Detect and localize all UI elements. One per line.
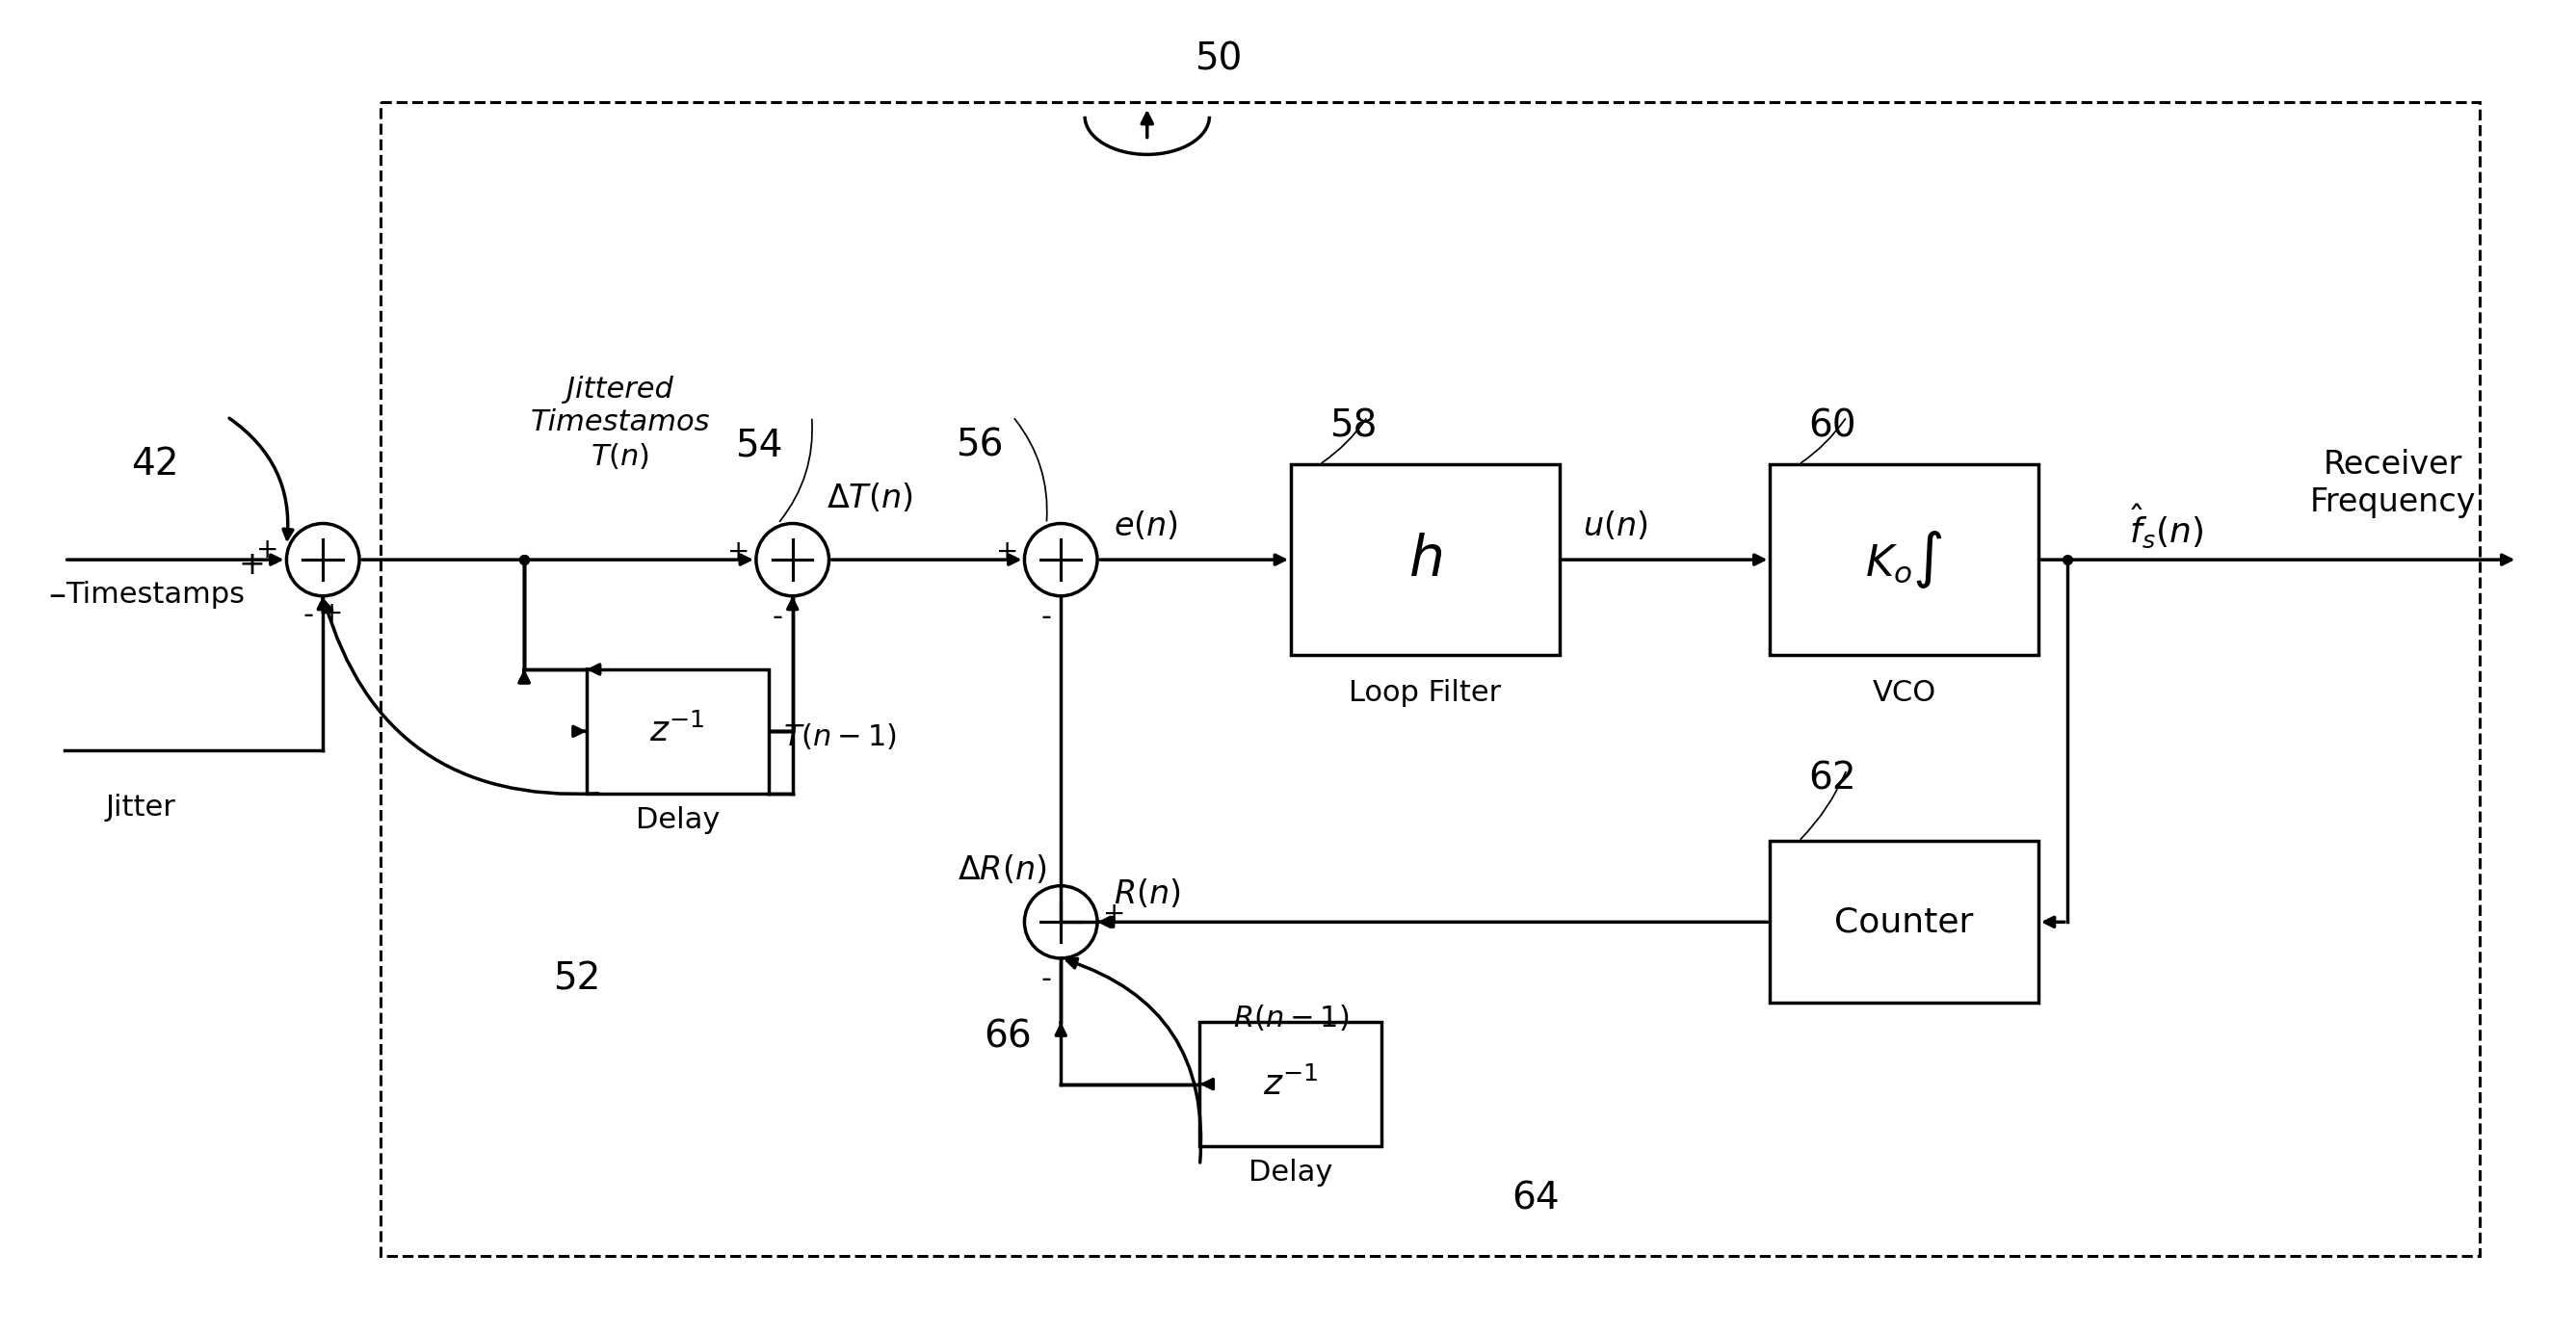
Text: -: - (1041, 603, 1051, 631)
Text: 66: 66 (984, 1018, 1033, 1054)
Text: $u(n)$: $u(n)$ (1584, 511, 1649, 543)
Text: +: + (255, 537, 278, 564)
Text: Timestamps: Timestamps (67, 581, 245, 609)
Text: Loop Filter: Loop Filter (1350, 680, 1502, 708)
FancyArrowPatch shape (1801, 772, 1844, 838)
Text: +: + (997, 539, 1018, 565)
FancyArrowPatch shape (1321, 419, 1365, 463)
Text: $\hat{f}_s(n)$: $\hat{f}_s(n)$ (2130, 503, 2202, 551)
FancyArrowPatch shape (1801, 419, 1844, 463)
FancyArrowPatch shape (1141, 113, 1151, 137)
Bar (1200, 1022, 1381, 1146)
Text: $R(n-1)$: $R(n-1)$ (1234, 1002, 1350, 1033)
Text: -: - (1041, 965, 1051, 993)
Bar (1770, 841, 2038, 1002)
FancyArrowPatch shape (229, 419, 294, 539)
Text: $T(n-1)$: $T(n-1)$ (783, 721, 896, 750)
Text: +: + (726, 539, 750, 565)
Text: Jittered
Timestamos
$T(n)$: Jittered Timestamos $T(n)$ (531, 376, 711, 471)
Bar (381, 103, 2478, 1256)
Text: $z^{-1}$: $z^{-1}$ (1262, 1066, 1319, 1101)
Text: Receiver
Frequency: Receiver Frequency (2311, 449, 2476, 517)
Text: -: - (304, 601, 314, 629)
Text: 62: 62 (1808, 761, 1857, 797)
Text: Delay: Delay (1249, 1158, 1332, 1186)
FancyArrowPatch shape (322, 603, 598, 794)
Bar (1291, 464, 1558, 655)
Text: 42: 42 (131, 447, 178, 483)
Text: 54: 54 (734, 427, 783, 464)
Text: +: + (1103, 901, 1126, 928)
Text: VCO: VCO (1873, 680, 1937, 708)
Text: $R(n)$: $R(n)$ (1113, 877, 1180, 910)
Text: Counter: Counter (1834, 905, 1973, 938)
FancyArrowPatch shape (781, 420, 811, 521)
Text: –: – (49, 580, 67, 612)
FancyArrowPatch shape (1015, 419, 1046, 521)
Bar (1770, 464, 2038, 655)
Text: +: + (322, 600, 343, 627)
Text: 52: 52 (554, 961, 600, 997)
Text: $h$: $h$ (1409, 532, 1443, 587)
Text: 64: 64 (1512, 1180, 1558, 1217)
Text: $e(n)$: $e(n)$ (1113, 511, 1177, 543)
Text: +: + (240, 549, 265, 580)
Text: $K_o\int$: $K_o\int$ (1865, 529, 1942, 591)
Text: 58: 58 (1329, 408, 1376, 444)
Text: Delay: Delay (636, 806, 719, 834)
Text: $z^{-1}$: $z^{-1}$ (649, 714, 706, 749)
Text: 56: 56 (956, 427, 1002, 464)
Text: Jitter: Jitter (106, 793, 175, 821)
Text: $\Delta T(n)$: $\Delta T(n)$ (827, 481, 912, 515)
Text: $\Delta R(n)$: $\Delta R(n)$ (958, 853, 1046, 886)
FancyArrowPatch shape (1066, 958, 1200, 1162)
Text: 60: 60 (1808, 408, 1857, 444)
Bar (587, 669, 768, 793)
Text: 50: 50 (1195, 41, 1242, 77)
Text: -: - (773, 603, 783, 631)
